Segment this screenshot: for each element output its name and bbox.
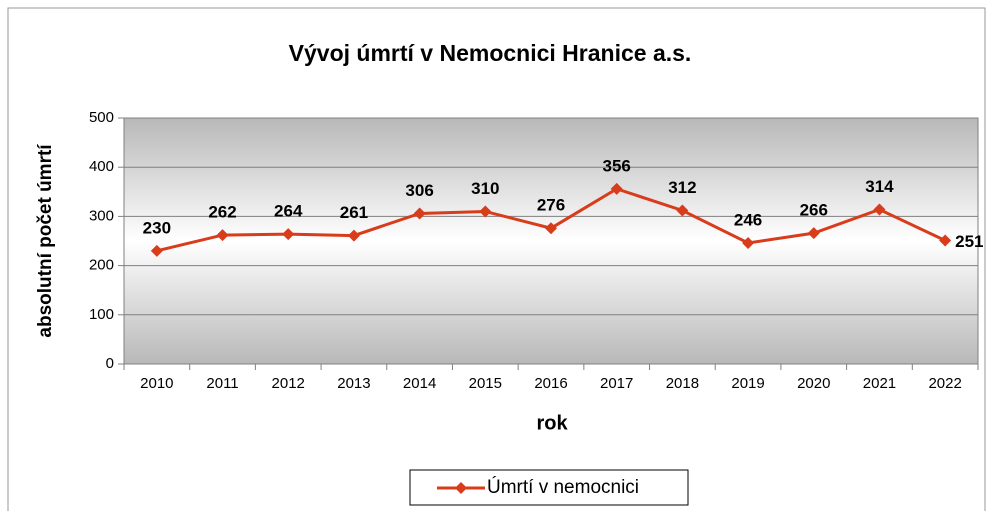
y-tick-label: 100 <box>89 306 114 323</box>
chart-title: Vývoj úmrtí v Nemocnici Hranice a.s. <box>289 40 692 66</box>
marker <box>413 207 426 220</box>
y-tick-label: 500 <box>89 109 114 126</box>
data-label: 266 <box>800 201 828 220</box>
x-tick-label: 2014 <box>403 375 436 392</box>
legend-label: Úmrtí v nemocnici <box>487 476 639 498</box>
chart-border <box>7 7 986 511</box>
x-tick-label: 2010 <box>140 375 173 392</box>
data-label: 276 <box>537 196 565 215</box>
x-tick-label: 2016 <box>534 375 567 392</box>
marker <box>610 182 623 195</box>
x-tick-label: 2012 <box>272 375 305 392</box>
marker <box>939 234 952 247</box>
y-axis-label: absolutní počet úmrtí <box>35 144 56 338</box>
marker <box>873 203 886 216</box>
x-tick-label: 2020 <box>797 375 830 392</box>
marker <box>347 229 360 242</box>
x-tick-label: 2015 <box>469 375 502 392</box>
x-tick-label: 2013 <box>337 375 370 392</box>
data-label: 230 <box>143 218 171 237</box>
marker <box>742 236 755 249</box>
legend-marker <box>455 482 467 494</box>
marker <box>479 205 492 218</box>
legend <box>409 469 689 506</box>
y-tick-label: 200 <box>89 257 114 274</box>
x-axis-label: rok <box>536 412 568 434</box>
marker <box>282 228 295 241</box>
data-label: 310 <box>471 179 499 198</box>
marker <box>216 229 229 242</box>
x-tick-label: 2021 <box>863 375 896 392</box>
y-tick-label: 0 <box>106 355 114 372</box>
x-tick-label: 2017 <box>600 375 633 392</box>
marker <box>545 222 557 235</box>
data-label: 251 <box>955 232 983 251</box>
data-label: 314 <box>865 177 894 196</box>
y-tick-label: 400 <box>89 158 114 175</box>
y-tick-label: 300 <box>89 207 114 224</box>
data-label: 246 <box>734 210 762 229</box>
plot-area <box>123 117 979 365</box>
data-label: 261 <box>340 203 368 222</box>
data-label: 264 <box>274 202 303 221</box>
marker <box>150 244 163 257</box>
x-tick-label: 2018 <box>666 375 699 392</box>
x-tick-label: 2022 <box>928 375 961 392</box>
data-label: 356 <box>603 156 631 175</box>
marker <box>807 227 820 240</box>
marker <box>676 204 689 217</box>
data-label: 306 <box>405 181 433 200</box>
x-tick-label: 2011 <box>206 375 238 392</box>
data-label: 312 <box>668 178 696 197</box>
data-label: 262 <box>208 203 236 222</box>
x-tick-label: 2019 <box>731 375 764 392</box>
